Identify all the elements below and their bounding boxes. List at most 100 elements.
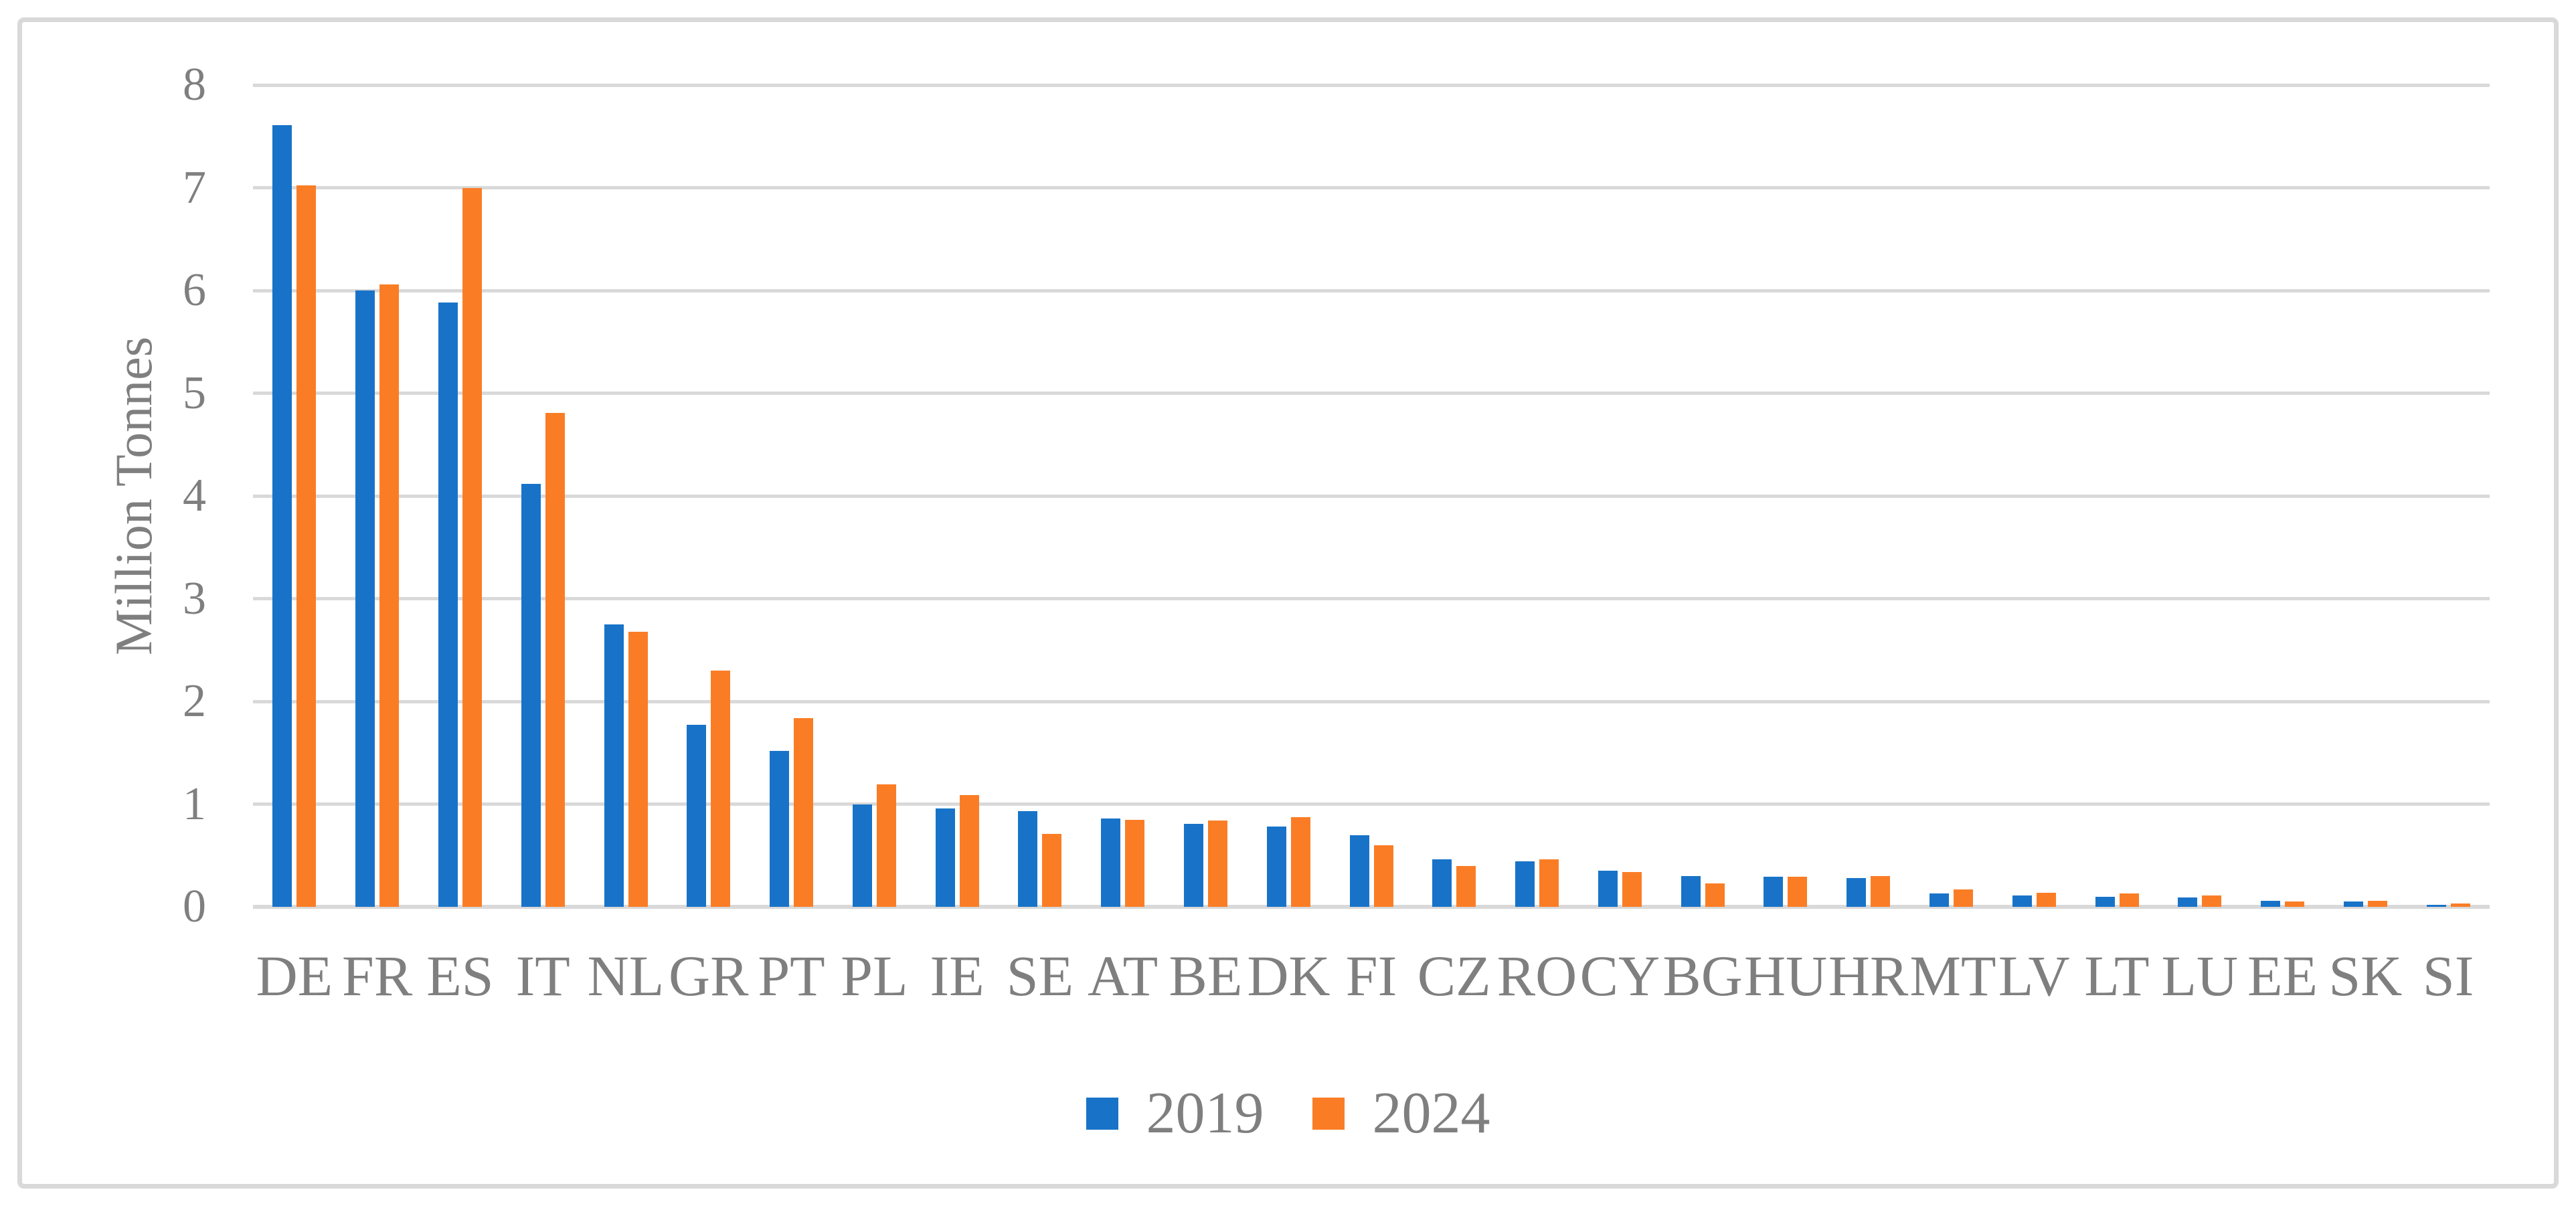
y-axis-tick-label: 0 [183, 881, 206, 932]
x-axis-line [253, 905, 2490, 909]
gridline [253, 597, 2490, 600]
x-axis-label-HU: HU [1744, 944, 1828, 1008]
bar-2019-MT [1929, 893, 1949, 907]
bar-2019-NL [604, 624, 624, 907]
y-axis-tick-label: 5 [183, 367, 206, 419]
x-axis-label-SK: SK [2328, 944, 2403, 1008]
gridline [253, 186, 2490, 189]
x-axis-label-EE: EE [2247, 944, 2318, 1008]
bar-2019-AT [1101, 818, 1121, 907]
bar-2024-BE [1207, 821, 1227, 907]
legend-item-2019: 2019 [1086, 1084, 1264, 1143]
bar-2019-SK [2343, 901, 2363, 907]
x-axis-label-FI: FI [1345, 944, 1397, 1008]
bar-2019-RO [1515, 861, 1535, 907]
x-axis-label-LV: LV [1998, 944, 2070, 1008]
bar-2024-IT [545, 412, 565, 907]
legend-label-2019: 2019 [1146, 1081, 1264, 1146]
x-axis-label-PL: PL [841, 944, 908, 1008]
bar-2024-BG [1705, 883, 1725, 907]
gridline [253, 494, 2490, 498]
bar-2024-EE [2285, 901, 2305, 907]
bar-2024-HR [1871, 875, 1891, 907]
legend-swatch-2019 [1086, 1098, 1118, 1130]
x-axis-label-CZ: CZ [1417, 944, 1491, 1008]
legend: 2019 2024 [1086, 1084, 1490, 1143]
bar-2024-LU [2202, 895, 2222, 907]
bar-2024-FI [1373, 845, 1393, 907]
bar-2024-CY [1622, 871, 1642, 907]
bar-2019-IE [935, 808, 955, 907]
x-axis-label-IE: IE [930, 944, 984, 1008]
x-axis-label-BE: BE [1169, 944, 1243, 1008]
bar-2024-SK [2367, 900, 2387, 907]
bar-2024-GR [711, 670, 731, 907]
bar-2024-NL [628, 631, 648, 907]
x-axis-label-DK: DK [1247, 944, 1330, 1008]
y-axis-tick-label: 3 [183, 572, 206, 624]
bar-2019-HR [1847, 878, 1867, 907]
bar-2024-DE [296, 185, 317, 907]
bar-2024-MT [1953, 889, 1973, 907]
legend-swatch-2024 [1312, 1098, 1345, 1130]
x-axis-label-SI: SI [2422, 944, 2474, 1008]
gridline [253, 392, 2490, 395]
bar-2019-BG [1681, 875, 1701, 907]
bar-2019-LT [2095, 896, 2115, 907]
bar-2019-DE [272, 124, 292, 907]
bar-2024-CZ [1456, 865, 1476, 907]
bar-2019-PT [770, 750, 790, 907]
y-axis-tick-label: 8 [183, 59, 206, 110]
bar-2019-BE [1183, 823, 1203, 907]
x-axis-label-BG: BG [1662, 944, 1743, 1008]
x-axis-label-AT: AT [1088, 944, 1158, 1008]
bar-2024-RO [1539, 859, 1559, 907]
x-axis-label-FR: FR [342, 944, 413, 1008]
bar-2024-FR [379, 284, 400, 907]
bar-2019-LV [2012, 895, 2032, 907]
legend-item-2024: 2024 [1312, 1084, 1490, 1143]
gridline [253, 699, 2490, 703]
y-axis-tick-label: 7 [183, 161, 206, 213]
x-axis-label-HR: HR [1828, 944, 1909, 1008]
bar-2019-DK [1266, 827, 1286, 907]
bar-2024-SI [2450, 903, 2470, 907]
bar-2024-DK [1290, 817, 1310, 907]
bar-2024-SE [1042, 834, 1062, 907]
y-axis-tick-label: 2 [183, 675, 206, 727]
bar-2019-CY [1598, 871, 1618, 907]
figure-border [17, 17, 2559, 1189]
bar-2024-LV [2036, 892, 2056, 907]
bar-2019-EE [2261, 900, 2281, 907]
x-axis-label-IT: IT [515, 944, 570, 1008]
bar-2024-IE [959, 794, 979, 907]
bar-2019-GR [687, 725, 707, 907]
y-axis-tick-label: 1 [183, 778, 206, 830]
gridline [253, 83, 2490, 87]
y-axis-title: Million Tonnes [104, 336, 163, 656]
legend-label-2024: 2024 [1372, 1081, 1490, 1146]
bar-2019-PL [852, 804, 872, 907]
y-axis-tick-label: 4 [183, 470, 206, 521]
x-axis-label-LU: LU [2161, 944, 2239, 1008]
bar-2024-ES [462, 187, 482, 907]
x-axis-label-CY: CY [1579, 944, 1660, 1008]
bar-2019-FR [355, 290, 375, 907]
bar-2019-ES [438, 303, 458, 907]
bar-2024-HU [1788, 877, 1808, 907]
bar-2024-LT [2119, 893, 2139, 907]
gridline [253, 802, 2490, 806]
x-axis-label-MT: MT [1909, 944, 1996, 1008]
bar-2019-LU [2178, 897, 2198, 907]
bar-2019-IT [521, 483, 541, 907]
bar-2019-CZ [1432, 859, 1452, 907]
x-axis-label-PT: PT [758, 944, 825, 1008]
bar-2024-PT [794, 717, 814, 907]
x-axis-label-NL: NL [587, 944, 665, 1008]
gridline [253, 288, 2490, 292]
x-axis-label-ES: ES [426, 944, 494, 1008]
bar-2019-FI [1349, 835, 1369, 907]
y-axis-tick-label: 6 [183, 264, 206, 316]
x-axis-label-GR: GR [669, 944, 749, 1008]
